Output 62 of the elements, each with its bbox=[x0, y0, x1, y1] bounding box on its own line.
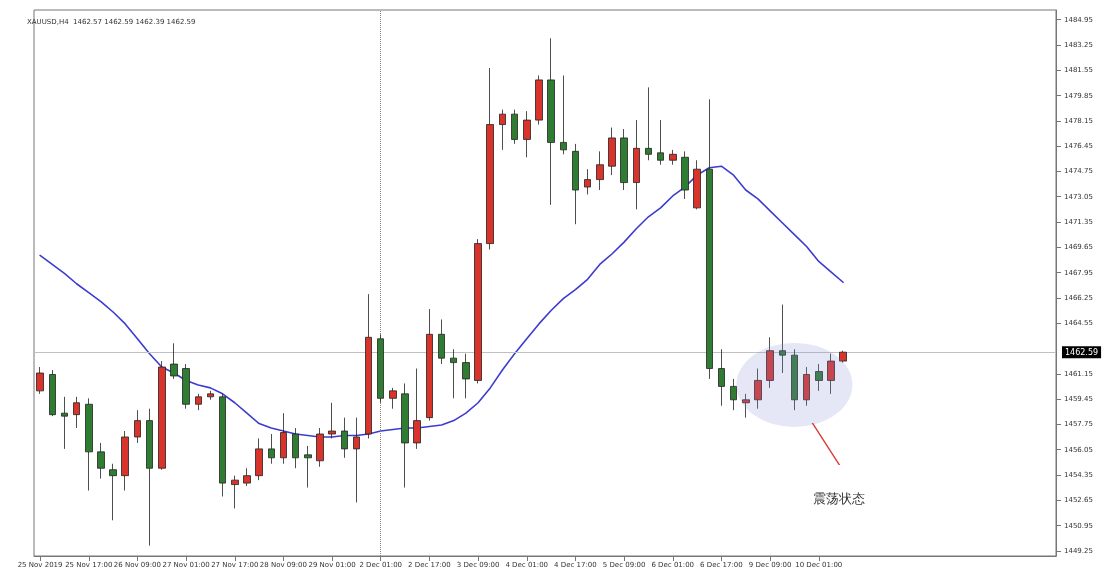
candlestick bbox=[547, 37, 555, 206]
candlestick bbox=[85, 397, 93, 491]
candlestick bbox=[681, 150, 689, 200]
candlestick bbox=[669, 149, 677, 166]
candlestick bbox=[426, 308, 433, 422]
annotation: 震荡状态 bbox=[813, 490, 866, 506]
candlestick bbox=[657, 119, 664, 166]
candlestick bbox=[560, 75, 567, 155]
candlestick bbox=[353, 417, 360, 503]
candlestick bbox=[182, 363, 190, 410]
candlestick bbox=[584, 168, 591, 195]
candlestick bbox=[511, 109, 518, 145]
candlestick bbox=[219, 393, 226, 497]
candlestick bbox=[377, 333, 384, 404]
candlestick bbox=[499, 109, 506, 151]
candlestick bbox=[328, 402, 336, 439]
candlestick bbox=[572, 143, 579, 225]
candlestick bbox=[255, 438, 263, 481]
candlestick bbox=[450, 348, 457, 399]
candlestick bbox=[134, 409, 141, 444]
candlestick bbox=[620, 128, 628, 191]
candlestick bbox=[486, 67, 494, 250]
candlestick bbox=[706, 98, 713, 380]
candlestick bbox=[195, 393, 202, 411]
candlestick bbox=[268, 433, 275, 465]
candlestick bbox=[535, 75, 543, 125]
candlestick bbox=[401, 383, 409, 488]
candlestick bbox=[207, 390, 214, 401]
candlestick bbox=[73, 396, 80, 429]
candlestick bbox=[438, 319, 445, 365]
candlestick bbox=[109, 463, 117, 521]
candlestick bbox=[730, 378, 737, 411]
candlestick bbox=[365, 293, 372, 439]
candlestick bbox=[170, 342, 178, 380]
candlestick bbox=[693, 159, 701, 210]
candlestick bbox=[474, 238, 482, 384]
candlestick bbox=[523, 110, 531, 158]
candlestick bbox=[280, 412, 287, 465]
candlestick bbox=[36, 366, 44, 395]
candlestick bbox=[341, 417, 348, 459]
candlestick bbox=[97, 442, 105, 480]
candlestick bbox=[596, 150, 604, 191]
candlestick bbox=[243, 467, 251, 487]
candlestick bbox=[146, 408, 153, 546]
candlestick bbox=[49, 369, 56, 417]
candlestick bbox=[413, 368, 421, 450]
candlestick bbox=[121, 430, 129, 491]
candlestick bbox=[158, 360, 166, 471]
candlestick bbox=[61, 396, 68, 450]
candlestick bbox=[839, 350, 847, 363]
candlestick bbox=[645, 86, 652, 161]
candlestick bbox=[718, 348, 725, 407]
ref-line-label: 1462.59 bbox=[1065, 347, 1099, 357]
candlestick bbox=[633, 119, 640, 210]
candlestick bbox=[462, 353, 470, 399]
candlestick bbox=[389, 387, 397, 410]
candlestick bbox=[304, 445, 312, 488]
candlestick bbox=[316, 427, 324, 468]
line-series bbox=[39, 165, 844, 438]
candlestick bbox=[608, 127, 616, 176]
candlestick bbox=[231, 475, 239, 509]
candlestick bbox=[292, 427, 299, 469]
